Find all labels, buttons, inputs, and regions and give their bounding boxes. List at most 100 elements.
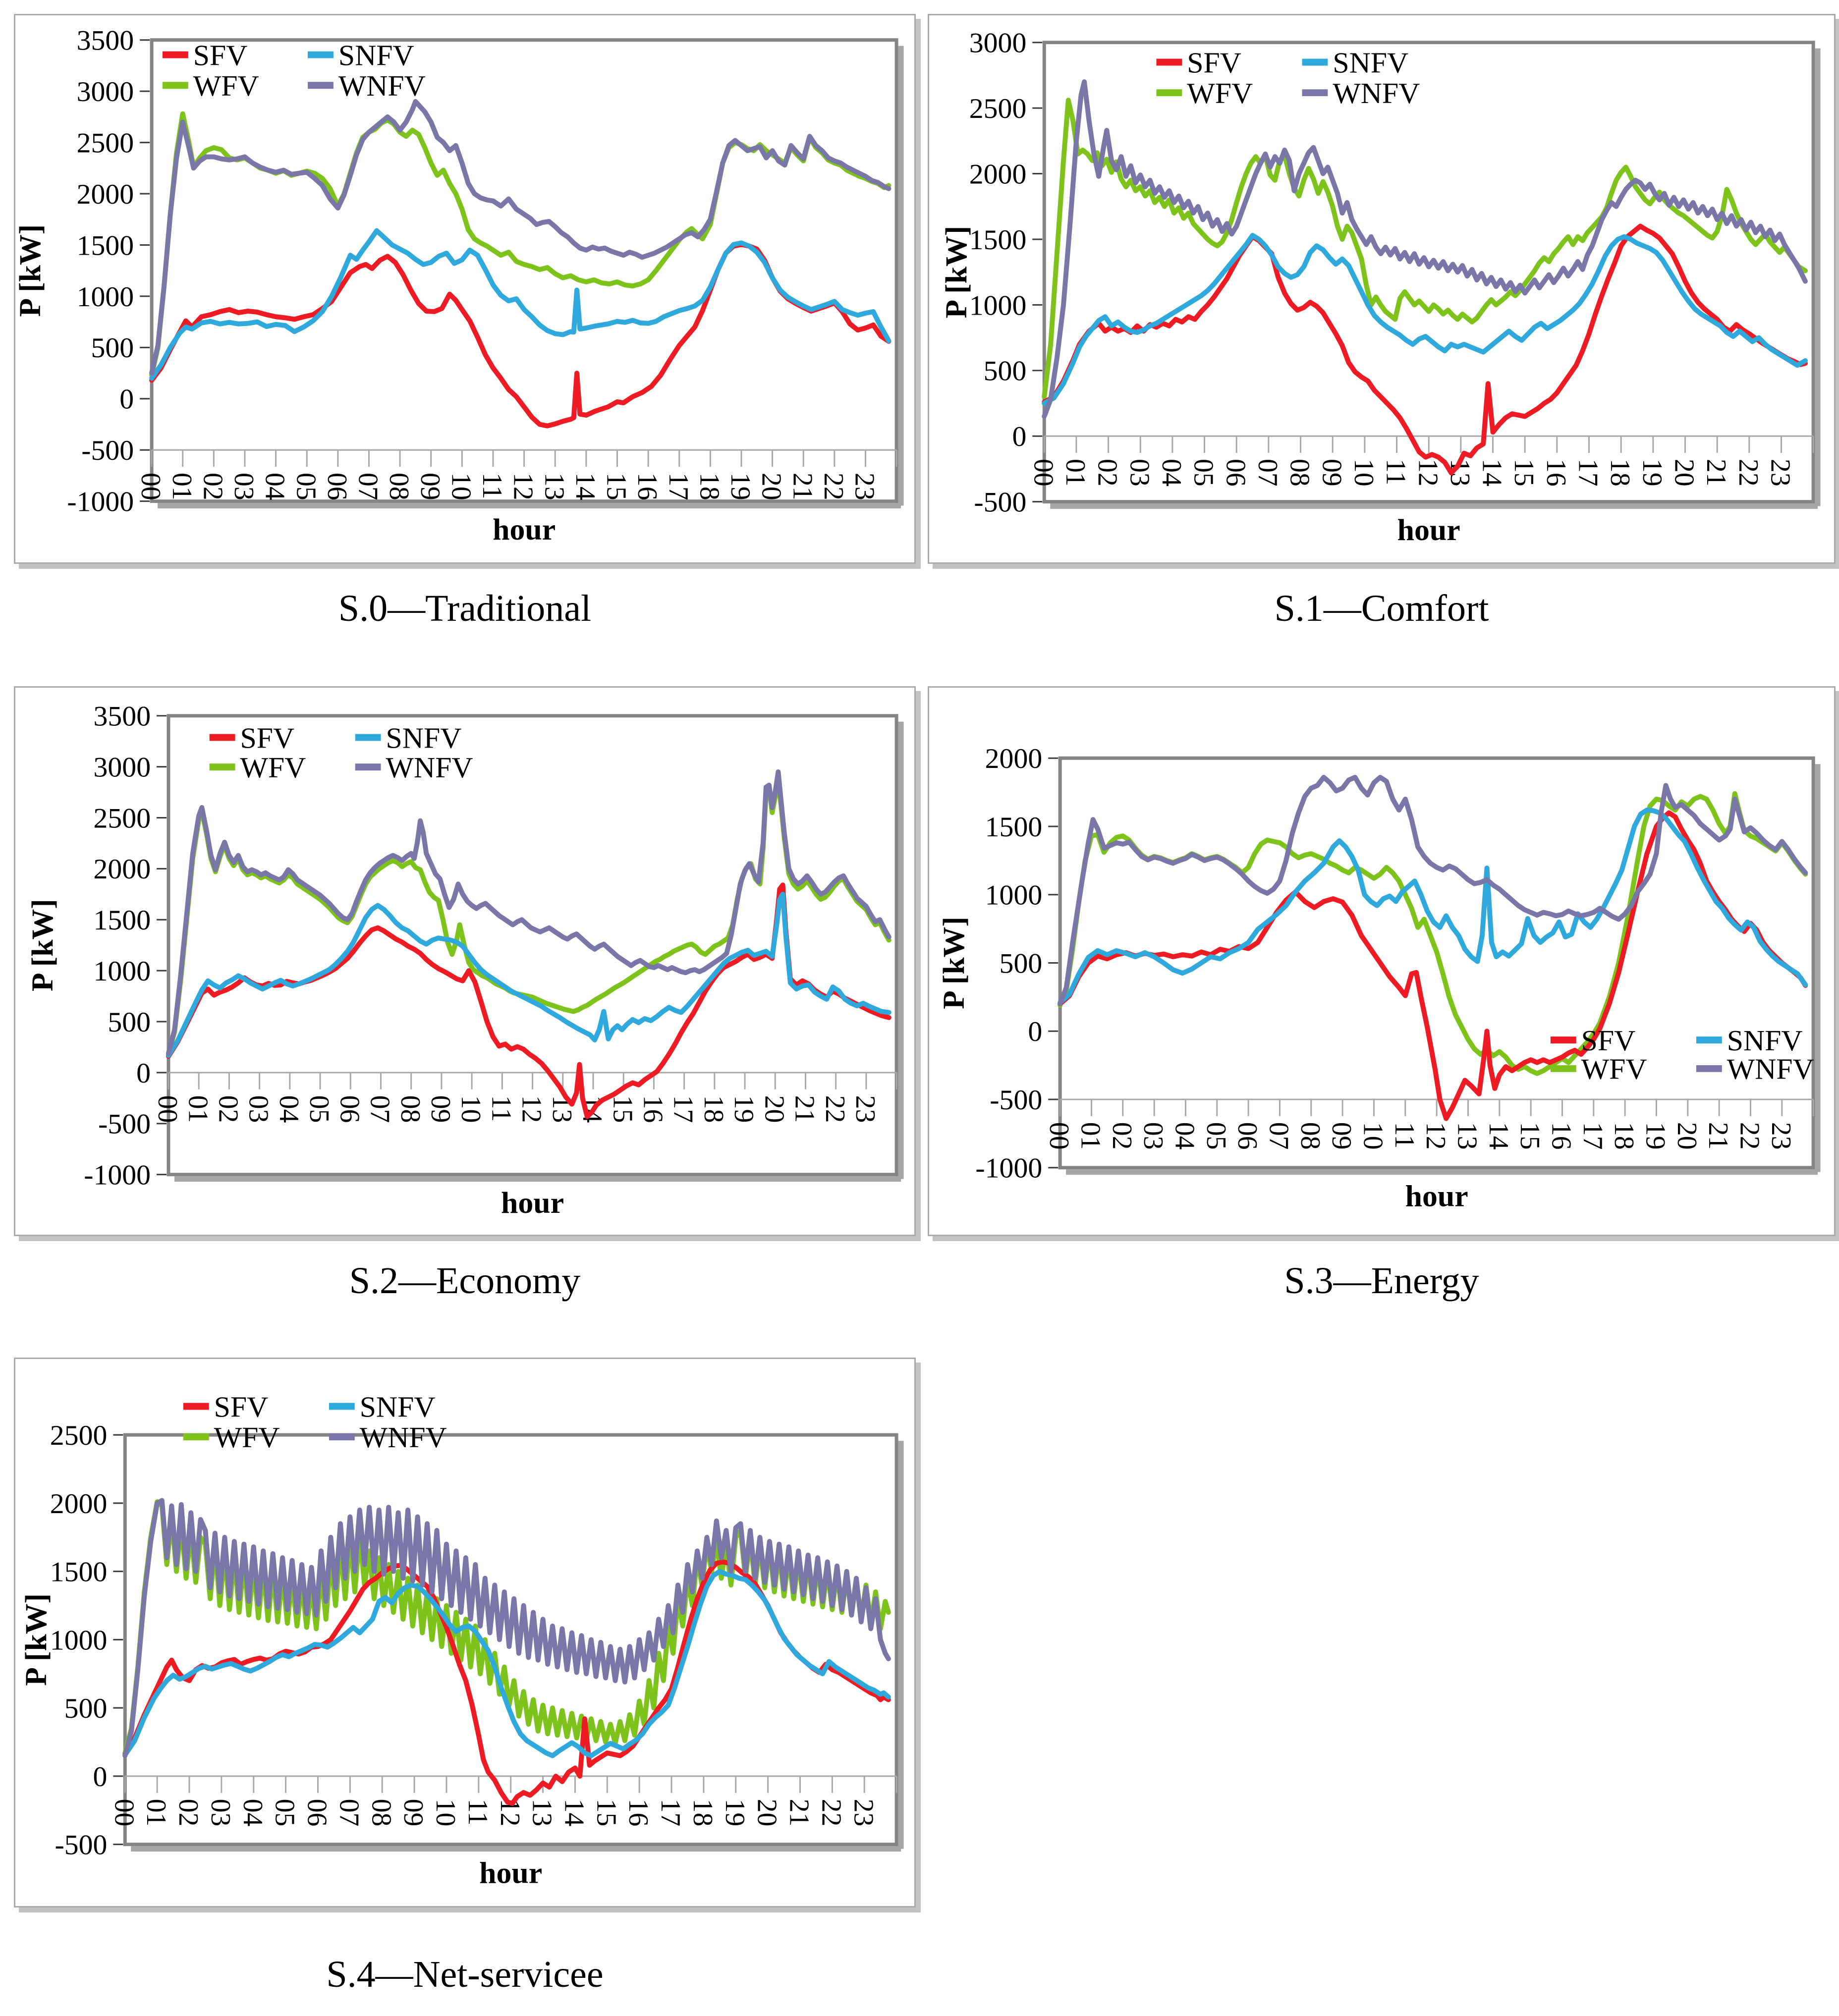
svg-text:16: 16 [632,473,663,500]
svg-text:21: 21 [1701,459,1731,487]
svg-text:500: 500 [1000,948,1043,979]
svg-text:SFV: SFV [240,721,295,754]
svg-text:P [kW]: P [kW] [26,899,59,991]
svg-text:20: 20 [1669,459,1700,487]
svg-text:06: 06 [1232,1122,1263,1150]
svg-text:WNFV: WNFV [1727,1053,1814,1086]
chart-title-s2: S.2—Economy [349,1260,581,1302]
svg-text:18: 18 [1609,1122,1639,1150]
svg-text:13: 13 [527,1799,557,1827]
svg-text:23: 23 [849,473,880,500]
chart-panel-s4-net-service: -500 0 500 1000 1500 2000 2500 00 01 02 03 04 05 06 07… [14,1358,916,1907]
svg-text:22: 22 [1733,459,1764,487]
svg-text:19: 19 [1640,1122,1671,1150]
svg-text:01: 01 [1075,1122,1106,1150]
svg-text:2500: 2500 [969,93,1027,124]
svg-text:0: 0 [93,1761,107,1793]
svg-text:16: 16 [623,1799,654,1827]
svg-text:WFV: WFV [193,69,259,102]
svg-text:11: 11 [486,1095,516,1122]
svg-text:0: 0 [1012,421,1026,452]
svg-text:06: 06 [322,473,352,500]
svg-text:SNFV: SNFV [386,721,462,754]
svg-text:09: 09 [425,1095,456,1123]
svg-text:02: 02 [213,1095,243,1123]
svg-text:17: 17 [663,473,694,500]
svg-text:SNFV: SNFV [338,39,414,72]
svg-text:14: 14 [1477,459,1507,487]
svg-text:08: 08 [395,1095,426,1123]
svg-text:15: 15 [1508,459,1539,487]
svg-text:1000: 1000 [94,956,151,987]
svg-text:09: 09 [415,473,446,500]
svg-text:SNFV: SNFV [1727,1024,1803,1057]
svg-text:1500: 1500 [969,224,1027,256]
svg-text:SNFV: SNFV [360,1390,436,1423]
svg-text:-1000: -1000 [84,1160,151,1191]
svg-text:2000: 2000 [969,159,1027,190]
svg-text:P [kW]: P [kW] [19,1593,53,1686]
svg-text:23: 23 [1766,1122,1796,1150]
svg-text:05: 05 [1201,1122,1231,1150]
svg-text:WNFV: WNFV [386,751,473,784]
svg-text:11: 11 [1381,459,1411,486]
svg-text:20: 20 [756,473,787,500]
svg-text:00: 00 [152,1095,183,1123]
svg-text:P [kW]: P [kW] [940,226,973,319]
svg-text:11: 11 [477,473,507,499]
svg-text:04: 04 [1156,459,1187,487]
svg-text:WNFV: WNFV [1333,77,1420,109]
svg-text:-500: -500 [974,487,1026,518]
svg-text:04: 04 [274,1095,304,1123]
svg-text:01: 01 [167,473,197,500]
svg-text:P [kW]: P [kW] [937,917,971,1009]
svg-text:01: 01 [182,1095,213,1123]
svg-text:13: 13 [1452,1122,1483,1150]
svg-text:-500: -500 [98,1109,151,1140]
svg-text:03: 03 [1124,459,1155,487]
svg-text:3000: 3000 [969,28,1027,59]
svg-text:01: 01 [141,1799,171,1827]
svg-text:500: 500 [64,1693,108,1724]
svg-text:WNFV: WNFV [360,1421,447,1454]
svg-text:1500: 1500 [50,1557,108,1588]
svg-text:hour: hour [501,1186,564,1220]
svg-text:500: 500 [108,1007,151,1038]
svg-text:09: 09 [398,1799,429,1827]
svg-text:17: 17 [1577,1122,1608,1150]
svg-text:WNFV: WNFV [338,69,426,102]
svg-text:15: 15 [591,1799,621,1827]
svg-text:20: 20 [759,1095,789,1123]
svg-text:SFV: SFV [1581,1024,1636,1057]
svg-text:-1000: -1000 [975,1153,1042,1184]
svg-text:3500: 3500 [77,25,134,56]
svg-text:15: 15 [607,1095,638,1123]
svg-text:1500: 1500 [94,905,151,936]
svg-text:hour: hour [1397,513,1460,547]
svg-text:02: 02 [197,473,228,500]
svg-text:11: 11 [462,1799,493,1826]
line-chart-s4-net-service: -500 0 500 1000 1500 2000 2500 00 01 02 03 04 05 06 07… [19,1390,904,1890]
svg-text:hour: hour [479,1856,542,1890]
svg-text:09: 09 [1326,1122,1357,1150]
svg-text:19: 19 [728,1095,759,1123]
svg-text:SFV: SFV [1187,46,1241,79]
svg-text:12: 12 [516,1095,547,1123]
svg-text:SFV: SFV [193,39,248,72]
svg-text:2500: 2500 [94,803,151,834]
svg-text:08: 08 [384,473,414,500]
svg-text:06: 06 [1220,459,1251,487]
svg-text:02: 02 [1107,1122,1137,1150]
svg-text:03: 03 [205,1799,236,1827]
svg-text:22: 22 [820,1095,850,1123]
svg-text:05: 05 [1188,459,1219,487]
svg-text:17: 17 [655,1799,686,1827]
line-chart-s1-comfort: -500 0 500 1000 1500 2000 2500 3000 00 01 02 03 04 05… [940,28,1821,547]
svg-text:03: 03 [228,473,259,500]
svg-text:22: 22 [816,1799,846,1827]
chart-title-s0: S.0—Traditional [338,588,592,629]
chart-panel-s3-energy: -1000 -500 0 500 1000 1500 2000 00 01 02 03 04 05 06 0… [928,686,1836,1236]
svg-text:0: 0 [119,384,134,415]
svg-text:WFV: WFV [1187,77,1253,109]
